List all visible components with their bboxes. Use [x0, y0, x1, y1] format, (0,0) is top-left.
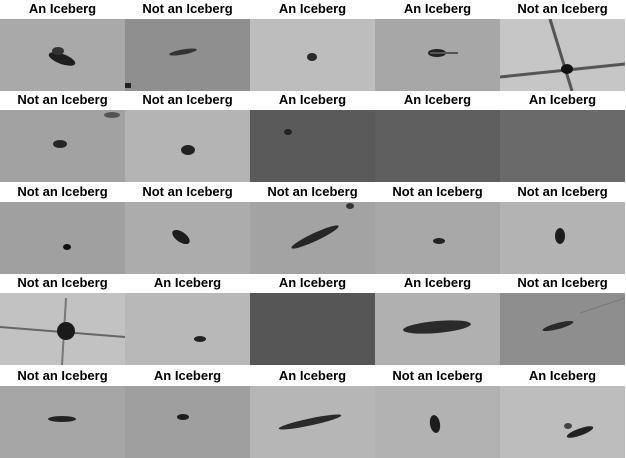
tile-image: [0, 19, 125, 91]
tile-image: [0, 110, 125, 182]
tile-image: [375, 386, 500, 458]
tile-image: [125, 110, 250, 182]
tile-image: [375, 202, 500, 274]
tile-image: [375, 293, 500, 365]
tile-caption: An Iceberg: [403, 92, 472, 107]
tile-image: [125, 386, 250, 458]
tile-caption: Not an Iceberg: [142, 184, 233, 199]
tile-caption: An Iceberg: [28, 1, 97, 16]
tile-image: [500, 110, 625, 182]
tile-image: [250, 386, 375, 458]
tile-image: [500, 19, 625, 91]
tile-caption: Not an Iceberg: [267, 184, 358, 199]
tile-caption: An Iceberg: [403, 1, 472, 16]
tile-caption: Not an Iceberg: [517, 1, 608, 16]
tile-caption: Not an Iceberg: [517, 184, 608, 199]
tile-image: [375, 110, 500, 182]
tile-image: [250, 202, 375, 274]
tile-caption: Not an Iceberg: [142, 1, 233, 16]
tile-caption: Not an Iceberg: [142, 92, 233, 107]
tile-caption: Not an Iceberg: [17, 92, 108, 107]
tile-caption: Not an Iceberg: [392, 184, 483, 199]
tile-image: [375, 19, 500, 91]
tile-image: [125, 293, 250, 365]
tile-caption: Not an Iceberg: [17, 184, 108, 199]
tile-image: [500, 386, 625, 458]
tile-caption: An Iceberg: [153, 275, 222, 290]
tile-caption: An Iceberg: [153, 368, 222, 383]
tile-image: [500, 293, 625, 365]
tile-caption: An Iceberg: [403, 275, 472, 290]
tile-caption: An Iceberg: [278, 368, 347, 383]
tile-image: [250, 293, 375, 365]
tile-caption: An Iceberg: [278, 1, 347, 16]
tile-image: [0, 293, 125, 365]
tile-image: [0, 202, 125, 274]
tile-image: [500, 202, 625, 274]
tile-caption: Not an Iceberg: [17, 275, 108, 290]
tile-caption: Not an Iceberg: [517, 275, 608, 290]
tile-image: [125, 202, 250, 274]
tile-caption: An Iceberg: [278, 275, 347, 290]
tile-caption: An Iceberg: [528, 368, 597, 383]
tile-image: [0, 386, 125, 458]
tile-image: [250, 110, 375, 182]
tile-caption: Not an Iceberg: [17, 368, 108, 383]
tile-caption: An Iceberg: [528, 92, 597, 107]
tile-caption: An Iceberg: [278, 92, 347, 107]
tile-caption: Not an Iceberg: [392, 368, 483, 383]
tile-image: [250, 19, 375, 91]
tile-image: [125, 19, 250, 91]
